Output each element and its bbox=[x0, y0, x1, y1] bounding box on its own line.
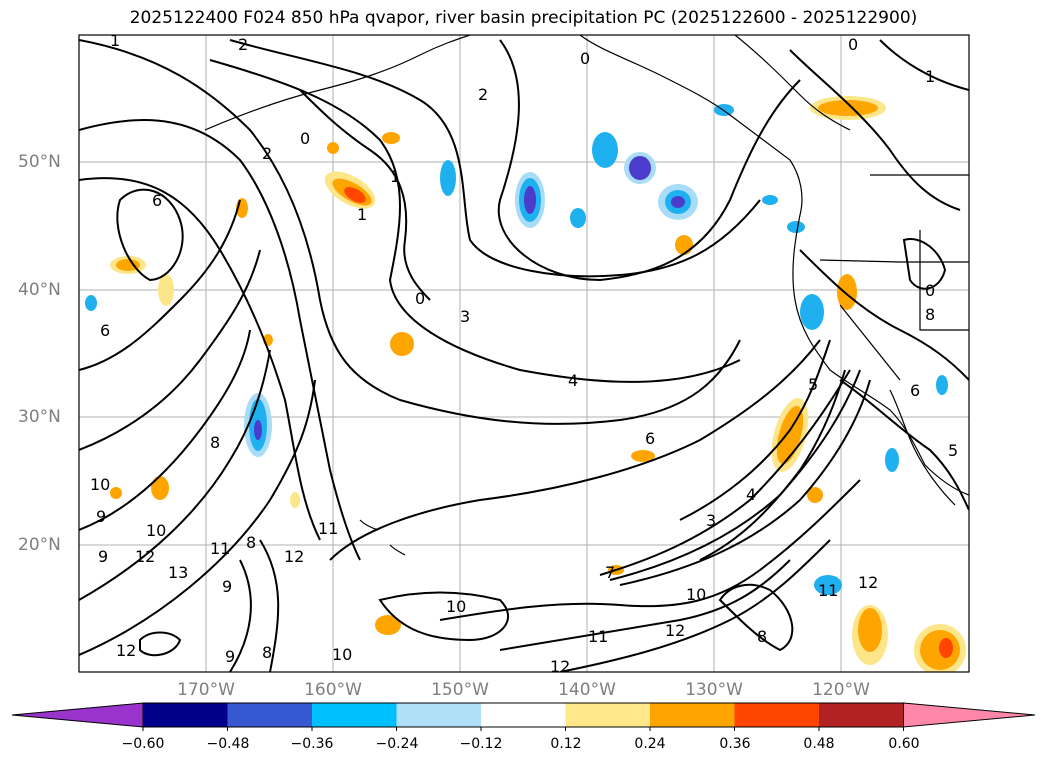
contour-label: 0 bbox=[580, 49, 590, 68]
contour-label: 8 bbox=[210, 433, 220, 452]
contour-label: 10 bbox=[446, 597, 466, 616]
colorbar bbox=[11, 702, 1036, 731]
contour-label: 3 bbox=[706, 511, 716, 530]
lat-label: 30°N bbox=[18, 407, 61, 427]
lat-label: 20°N bbox=[18, 535, 61, 555]
contour-label: 0 bbox=[848, 35, 858, 54]
colorbar-tick-label: 0.12 bbox=[550, 736, 582, 752]
contour-label: 9 bbox=[96, 507, 106, 526]
contour-label: 8 bbox=[262, 643, 272, 662]
precip-shading bbox=[85, 96, 966, 672]
contour-label: 6 bbox=[152, 191, 162, 210]
contour-label: 5 bbox=[808, 375, 818, 394]
contour-label: 12 bbox=[284, 547, 304, 566]
contour-label: 13 bbox=[168, 563, 188, 582]
colorbar-segment bbox=[481, 703, 566, 727]
chart-title: 2025122400 F024 850 hPa qvapor, river ba… bbox=[129, 8, 918, 28]
contour-label: 11 bbox=[318, 519, 338, 538]
contour-label: 12 bbox=[135, 547, 155, 566]
contour-label: 5 bbox=[948, 441, 958, 460]
coastlines bbox=[204, 35, 969, 556]
colorbar-tick-label: −0.48 bbox=[206, 736, 250, 752]
map-frame bbox=[78, 34, 970, 673]
contour-label: 12 bbox=[858, 573, 878, 592]
contour-label: 9 bbox=[225, 647, 235, 666]
contour-label: 1 bbox=[110, 31, 120, 50]
colorbar-tick-label: 0.48 bbox=[803, 736, 835, 752]
contour-label: 6 bbox=[645, 429, 655, 448]
contour-label: 2 bbox=[478, 85, 488, 104]
map-background bbox=[79, 35, 969, 672]
contour-label: 7 bbox=[605, 563, 615, 582]
contour-label: 1 bbox=[357, 205, 367, 224]
colorbar-segment bbox=[312, 703, 397, 727]
contour-label: 0 bbox=[300, 129, 310, 148]
colorbar-segment bbox=[650, 703, 735, 727]
colorbar-segment bbox=[396, 703, 482, 727]
contour-label: 11 bbox=[210, 539, 230, 558]
lon-label: 120°W bbox=[812, 680, 870, 700]
lon-label: 170°W bbox=[177, 680, 235, 700]
contour-label: 11 bbox=[818, 581, 838, 600]
colorbar-tick-label: −0.12 bbox=[459, 736, 503, 752]
colorbar-tick-label: −0.24 bbox=[375, 736, 419, 752]
colorbar-extend-right bbox=[903, 702, 1036, 728]
colorbar-tick-label: −0.36 bbox=[290, 736, 334, 752]
contour-label: 0 bbox=[415, 289, 425, 308]
colorbar-tick-label: 0.36 bbox=[719, 736, 751, 752]
colorbar-tick-label: −0.60 bbox=[121, 736, 165, 752]
lon-label: 150°W bbox=[431, 680, 489, 700]
colorbar-frame bbox=[142, 702, 904, 728]
contour-label: 12 bbox=[550, 657, 570, 676]
contour-labels: 1 2 0 2 0 1 1 2 6 0 3 4 6 6 8 10 9 10 12… bbox=[90, 31, 958, 676]
contour-label: 3 bbox=[460, 307, 470, 326]
colorbar-segment bbox=[143, 703, 228, 727]
contour-label: 12 bbox=[665, 621, 685, 640]
contour-label: 11 bbox=[588, 627, 608, 646]
colorbar-segment bbox=[565, 703, 651, 727]
contour-label: 4 bbox=[746, 485, 756, 504]
contour-label: 0 bbox=[925, 281, 935, 300]
contour-label: 9 bbox=[98, 547, 108, 566]
contour-label: 9 bbox=[222, 577, 232, 596]
contour-label: 2 bbox=[238, 35, 248, 54]
lon-label: 160°W bbox=[304, 680, 362, 700]
lat-label: 40°N bbox=[18, 280, 61, 300]
contour-label: 8 bbox=[925, 305, 935, 324]
lon-label: 140°W bbox=[558, 680, 616, 700]
contour-label: 4 bbox=[568, 371, 578, 390]
contour-label: 8 bbox=[757, 627, 767, 646]
colorbar-segment bbox=[227, 703, 313, 727]
contour-label: 12 bbox=[116, 641, 136, 660]
contour-label: 10 bbox=[332, 645, 352, 664]
colorbar-tick-label: 0.24 bbox=[634, 736, 666, 752]
contour-label: 10 bbox=[146, 521, 166, 540]
contour-label: 1 bbox=[390, 167, 400, 186]
colorbar-segment bbox=[734, 703, 820, 727]
colorbar-extend-left bbox=[11, 702, 144, 728]
contour-label: 6 bbox=[100, 321, 110, 340]
contour-label: 6 bbox=[910, 381, 920, 400]
lon-label: 130°W bbox=[685, 680, 743, 700]
colorbar-segment bbox=[819, 703, 904, 727]
contour-label: 10 bbox=[686, 585, 706, 604]
contour-label: 2 bbox=[262, 144, 272, 163]
lat-label: 50°N bbox=[18, 152, 61, 172]
contour-label: 1 bbox=[925, 67, 935, 86]
contour-label: 10 bbox=[90, 475, 110, 494]
contour-label: 8 bbox=[246, 533, 256, 552]
colorbar-tick-label: 0.60 bbox=[888, 736, 920, 752]
